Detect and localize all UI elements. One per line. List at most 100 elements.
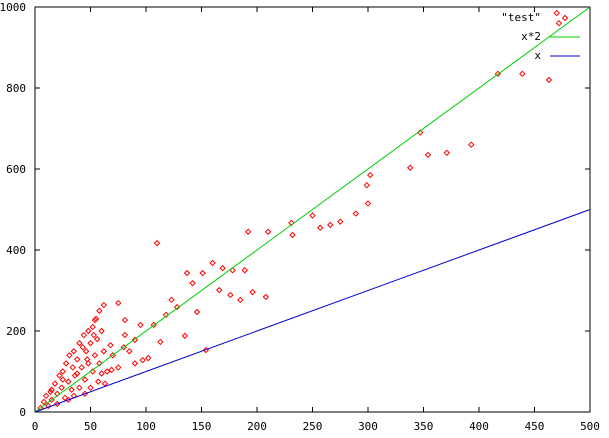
point: [131, 336, 139, 344]
point: [553, 9, 560, 17]
point: [468, 141, 475, 148]
point: [199, 269, 206, 277]
point: [89, 323, 96, 331]
line: [34, 209, 591, 413]
point: [289, 231, 296, 239]
point: [363, 181, 371, 189]
point: [262, 293, 270, 301]
point: [209, 259, 216, 267]
point: [87, 384, 94, 391]
point: [96, 307, 103, 314]
point: [309, 212, 316, 219]
point: [87, 339, 94, 347]
point: [58, 384, 65, 391]
point: [56, 372, 63, 379]
point: [79, 343, 86, 351]
point: [85, 360, 92, 367]
point: [62, 360, 70, 367]
point: [219, 265, 226, 272]
point: [555, 19, 563, 27]
point: [121, 316, 129, 324]
y-tick-label: 400: [6, 244, 26, 257]
point: [131, 360, 139, 367]
point: [189, 280, 196, 287]
point: [73, 356, 81, 363]
point: [83, 356, 91, 363]
x-tick-label: 450: [525, 420, 545, 433]
point: [59, 376, 66, 383]
point: [98, 327, 105, 335]
point: [145, 354, 152, 362]
legend-label: "test": [501, 11, 541, 24]
point: [100, 348, 108, 355]
point: [264, 228, 272, 235]
point: [68, 386, 75, 393]
legend-label: x*2: [521, 30, 541, 43]
point: [40, 398, 48, 406]
point: [103, 368, 111, 375]
point: [59, 368, 66, 375]
point: [100, 301, 108, 309]
point: [162, 311, 170, 319]
point: [137, 321, 144, 329]
y-tick-label: 0: [19, 406, 26, 419]
point: [82, 348, 90, 355]
point: [80, 331, 88, 339]
point: [443, 149, 451, 157]
point: [85, 327, 92, 335]
line: [34, 6, 591, 413]
point: [327, 221, 334, 229]
point: [76, 339, 83, 347]
point: [91, 352, 99, 359]
point: [69, 364, 76, 371]
point: [193, 308, 201, 316]
x-tick-label: 500: [580, 420, 600, 433]
x-tick-label: 400: [469, 420, 489, 433]
point: [78, 364, 85, 371]
point: [76, 384, 83, 391]
point: [173, 303, 181, 311]
y-tick-label: 600: [6, 163, 26, 176]
legend-swatch: [561, 14, 569, 22]
point: [352, 210, 359, 217]
point: [216, 286, 223, 294]
point: [98, 370, 105, 377]
point: [244, 228, 252, 235]
point: [48, 386, 55, 393]
y-tick-label: 1000: [0, 1, 26, 14]
x-tick-label: 100: [136, 420, 156, 433]
x-tick-label: 200: [247, 420, 267, 433]
point: [65, 378, 72, 385]
point: [367, 171, 374, 179]
point: [364, 200, 372, 207]
point: [241, 267, 248, 274]
point: [108, 366, 115, 374]
point: [90, 331, 98, 339]
point: [115, 299, 122, 307]
y-tick-label: 800: [6, 82, 26, 95]
point: [61, 394, 69, 402]
point: [45, 402, 52, 410]
point: [92, 315, 100, 323]
point: [181, 332, 189, 340]
point: [121, 331, 129, 339]
x-tick-label: 350: [414, 420, 434, 433]
point: [183, 269, 191, 277]
point: [47, 388, 54, 395]
point: [73, 370, 81, 377]
point: [96, 360, 103, 367]
point: [424, 151, 432, 159]
point: [115, 364, 122, 371]
point: [126, 348, 133, 355]
point: [545, 76, 553, 84]
point: [107, 341, 114, 349]
point: [168, 296, 175, 304]
point: [51, 380, 59, 387]
y-tick-label: 200: [6, 325, 26, 338]
point: [93, 335, 101, 343]
point: [237, 296, 244, 304]
point: [95, 378, 102, 385]
x-tick-label: 300: [358, 420, 378, 433]
point: [519, 70, 526, 78]
